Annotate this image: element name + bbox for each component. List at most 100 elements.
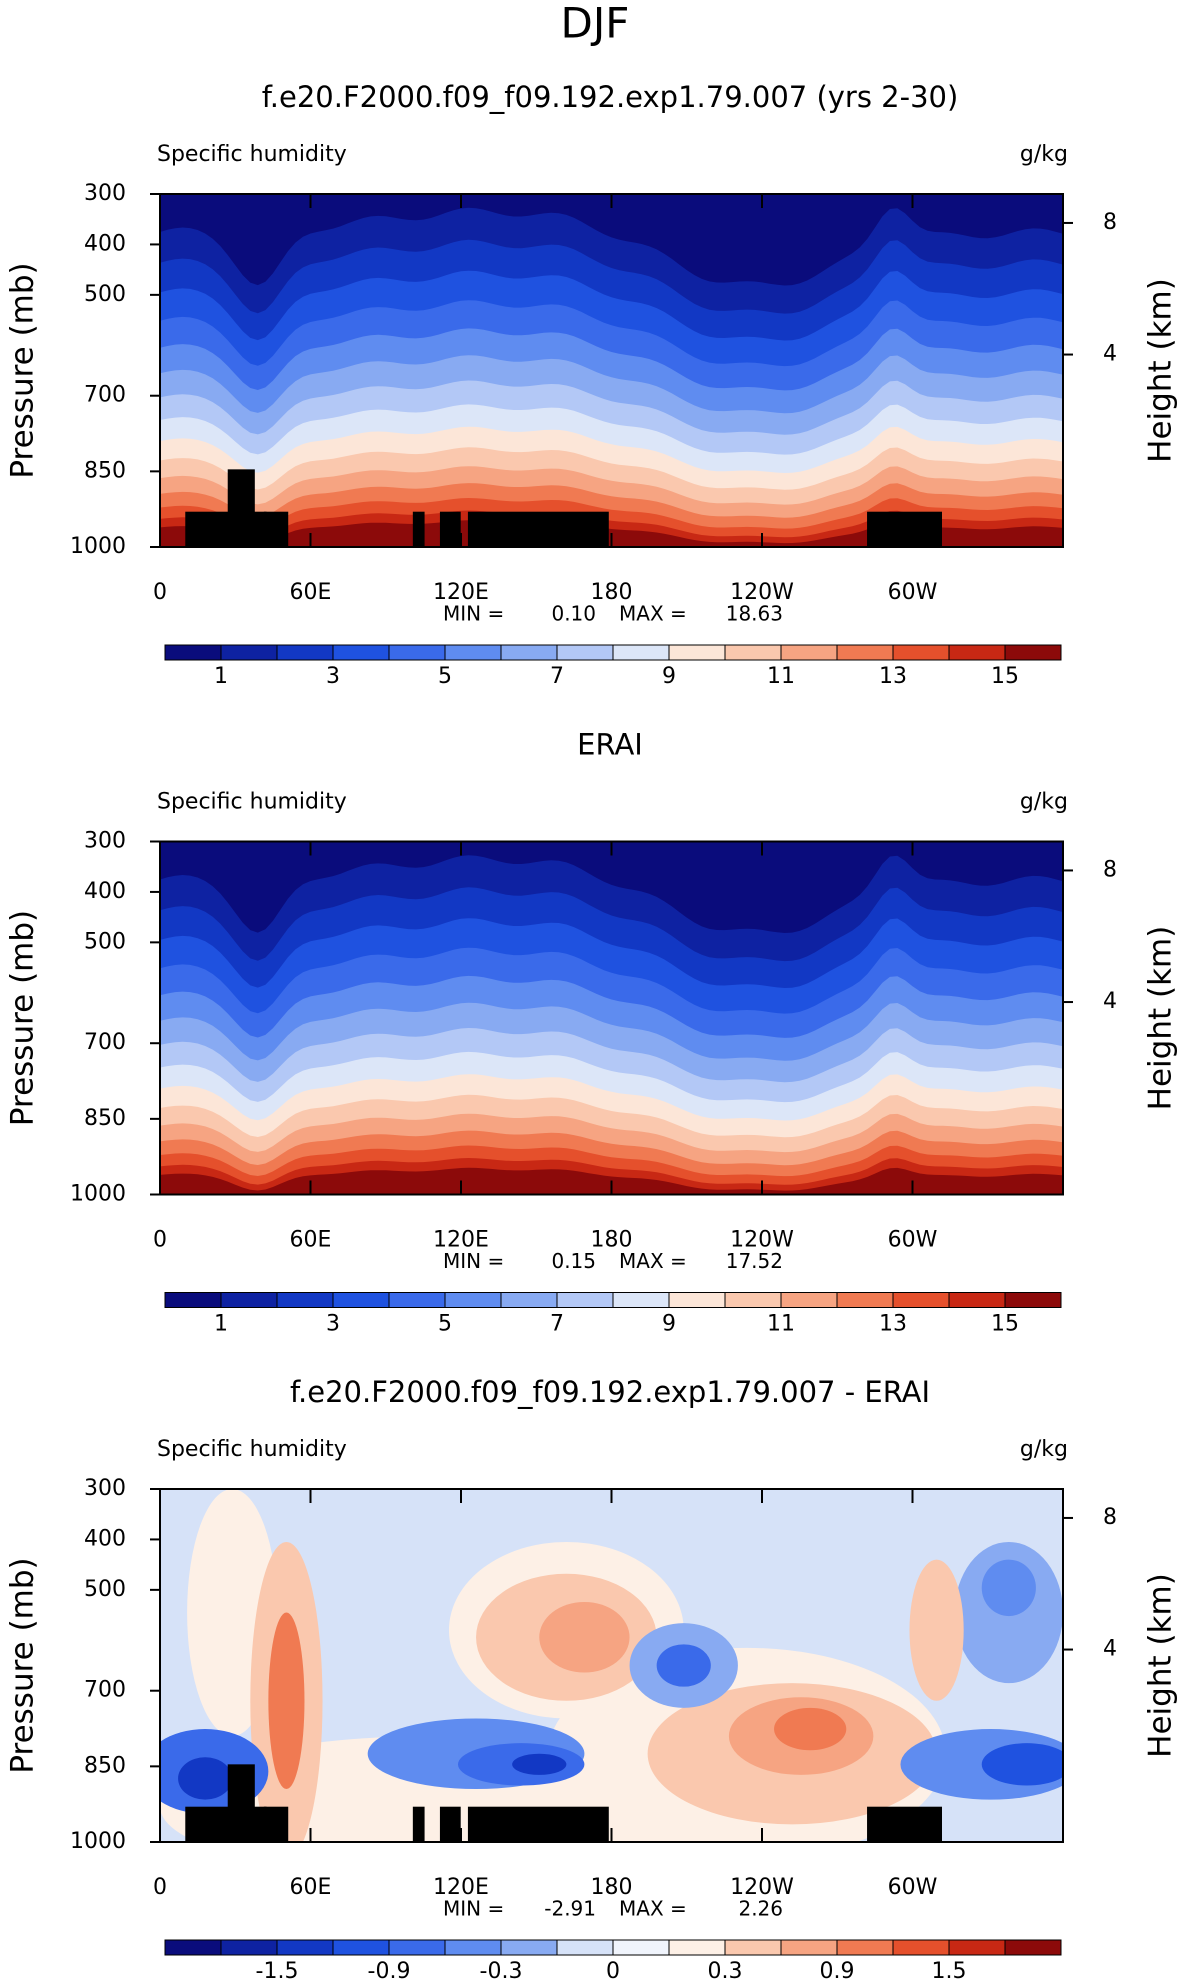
land-mask: [439, 1806, 461, 1842]
colorbar-box: [892, 1939, 950, 1956]
colorbar-box: [556, 1939, 614, 1956]
y2-axis-title: Height (km): [1143, 278, 1179, 463]
panel-title: f.e20.F2000.f09_f09.192.exp1.79.007 - ER…: [290, 1375, 930, 1409]
colorbar-box: [1004, 644, 1062, 661]
units-label: g/kg: [1020, 1437, 1068, 1462]
colorbar-box: [612, 1292, 670, 1308]
x-tick-label: 0: [153, 580, 167, 605]
y2-axis-title: Height (km): [1143, 926, 1179, 1111]
colorbar-box: [668, 1939, 726, 1956]
x-tick-label: 120W: [730, 580, 794, 605]
colorbar-box: [220, 1292, 278, 1308]
colorbar-label: 0.9: [820, 1959, 855, 1984]
colorbar-box: [500, 1292, 558, 1308]
colorbar-label: 1: [214, 1312, 228, 1337]
colorbar-box: [780, 1292, 838, 1308]
max-label: MAX =: [619, 602, 687, 626]
colorbar-box: [220, 644, 278, 661]
colorbar-box: [276, 644, 334, 661]
field-blob: [539, 1601, 630, 1673]
field-blob: [268, 1612, 305, 1790]
colorbar-box: [836, 1292, 894, 1308]
x-tick-label: 0: [153, 1875, 167, 1900]
min-label: MIN =: [443, 602, 504, 626]
y-tick-label: 500: [84, 1577, 126, 1602]
max-label: MAX =: [619, 1897, 687, 1921]
y2-tick-label: 4: [1103, 989, 1117, 1014]
land-mask: [227, 1764, 255, 1842]
land-mask: [227, 469, 255, 547]
colorbar-label: 5: [438, 664, 452, 689]
colorbar-label: 0: [606, 1959, 620, 1984]
y2-tick-label: 8: [1103, 210, 1117, 235]
colorbar-box: [388, 1939, 446, 1956]
field-blob: [656, 1644, 711, 1687]
field-blob: [774, 1707, 847, 1751]
field: [160, 194, 1063, 547]
x-tick-label: 60W: [888, 580, 938, 605]
colorbar-box: [444, 1292, 502, 1308]
colorbar-label: -0.9: [368, 1959, 411, 1984]
max-value: 2.26: [738, 1897, 783, 1921]
colorbar-box: [164, 1939, 222, 1956]
y-axis-title: Pressure (mb): [5, 1557, 41, 1773]
colorbar-label: -1.5: [256, 1959, 299, 1984]
y-axis-title: Pressure (mb): [5, 910, 41, 1126]
colorbar-box: [1004, 1292, 1062, 1308]
x-tick-label: 180: [591, 1228, 633, 1253]
colorbar-box: [724, 1939, 782, 1956]
colorbar-box: [892, 1292, 950, 1308]
min-value: -2.91: [544, 1897, 596, 1921]
y-tick-label: 700: [84, 1030, 126, 1055]
panel-title: f.e20.F2000.f09_f09.192.exp1.79.007 (yrs…: [262, 80, 959, 114]
y-tick-label: 400: [84, 1526, 126, 1551]
field-label: Specific humidity: [157, 142, 347, 167]
colorbar-label: 13: [879, 664, 907, 689]
panel: f.e20.F2000.f09_f09.192.exp1.79.007 - ER…: [5, 1375, 1179, 1984]
colorbar-box: [724, 644, 782, 661]
colorbar-box: [500, 1939, 558, 1956]
land-mask: [467, 1806, 609, 1842]
panel: ERAI Specific humidity g/kg Pressure (mb) He…: [5, 728, 1179, 1337]
max-value: 17.52: [726, 1249, 783, 1273]
colorbar-box: [612, 644, 670, 661]
land-mask: [867, 1806, 942, 1842]
colorbar-label: 9: [662, 1312, 676, 1337]
y2-tick-label: 8: [1103, 1505, 1117, 1530]
field-blob: [981, 1743, 1063, 1786]
y-tick-label: 700: [84, 383, 126, 408]
max-label: MAX =: [619, 1249, 687, 1273]
land-mask: [439, 511, 461, 547]
colorbar-label: 3: [326, 664, 340, 689]
units-label: g/kg: [1020, 790, 1068, 815]
colorbar-label: 13: [879, 1312, 907, 1337]
x-tick-label: 180: [591, 580, 633, 605]
colorbar-label: 11: [767, 1312, 795, 1337]
y-tick-label: 300: [84, 829, 126, 854]
field-blob: [512, 1753, 567, 1775]
colorbar-box: [836, 644, 894, 661]
colorbar-box: [164, 644, 222, 661]
colorbar-box: [276, 1292, 334, 1308]
y-tick-label: 400: [84, 231, 126, 256]
y-tick-label: 1000: [70, 1182, 126, 1207]
colorbar-box: [388, 1292, 446, 1308]
colorbar-box: [948, 1939, 1006, 1956]
colorbar-label: 9: [662, 664, 676, 689]
x-tick-label: 120W: [730, 1875, 794, 1900]
field-label: Specific humidity: [157, 790, 347, 815]
colorbar-label: 11: [767, 664, 795, 689]
colorbar-label: 1: [214, 664, 228, 689]
colorbar-label: 5: [438, 1312, 452, 1337]
colorbar-box: [836, 1939, 894, 1956]
colorbar-box: [724, 1292, 782, 1308]
units-label: g/kg: [1020, 142, 1068, 167]
panel-title: ERAI: [577, 728, 643, 762]
x-tick-label: 180: [591, 1875, 633, 1900]
land-mask: [867, 511, 942, 547]
y-tick-label: 1000: [70, 534, 126, 559]
max-value: 18.63: [726, 602, 783, 626]
x-tick-label: 120W: [730, 1228, 794, 1253]
field-blob: [909, 1559, 964, 1701]
